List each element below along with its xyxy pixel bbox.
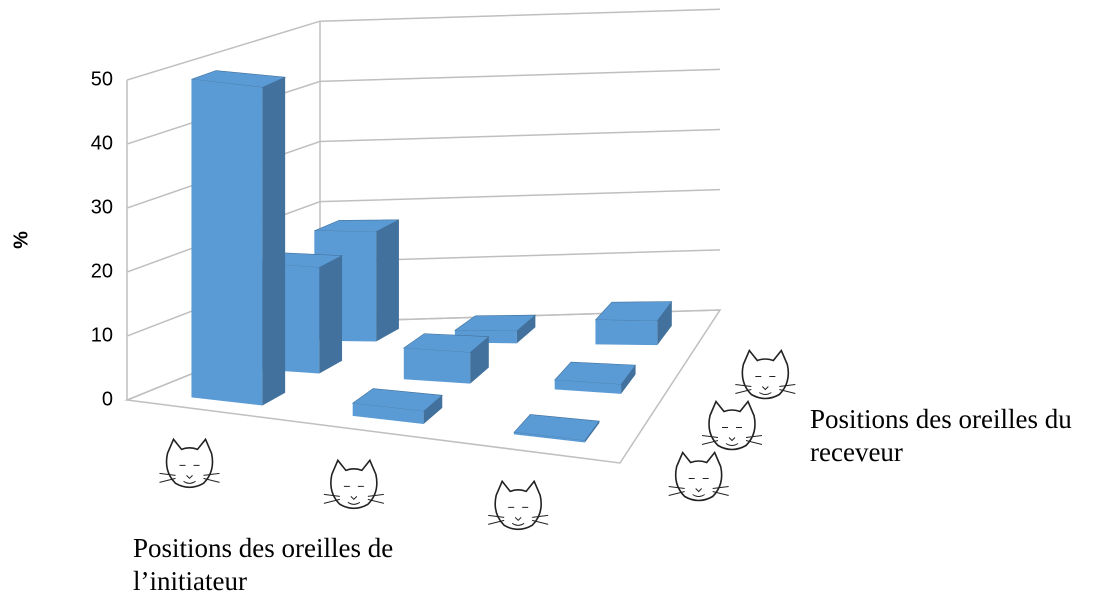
cat-head (330, 458, 378, 510)
category-icon (735, 348, 796, 400)
bar-front (191, 79, 263, 406)
bar-side (376, 219, 399, 342)
x-axis-label: Positions des oreilles de l’initiateur (133, 533, 394, 596)
category-icon (159, 437, 220, 489)
cat-face (735, 376, 796, 395)
cat-face (488, 506, 549, 526)
bar (351, 388, 443, 425)
grid-line (126, 8, 721, 81)
category-icon (488, 479, 549, 531)
cat-face (159, 464, 220, 484)
bar-side (516, 315, 536, 344)
bar-side (470, 336, 489, 384)
cat-head (708, 399, 756, 451)
bar-front (352, 403, 424, 425)
y-tick-label: 50 (91, 68, 113, 90)
y-tick-label: 10 (91, 324, 113, 346)
category-icon (701, 399, 763, 451)
bar-side (262, 77, 286, 406)
cat-head (741, 348, 790, 400)
bar-front (595, 319, 658, 346)
cat-head (674, 450, 723, 502)
bar-side (621, 365, 636, 394)
bar-side (423, 395, 443, 425)
y-tick-label: 20 (91, 260, 113, 282)
bar-top (513, 414, 600, 441)
cat-face (668, 478, 729, 497)
bar (513, 414, 600, 443)
bar-front (513, 432, 585, 443)
bar-side (657, 301, 672, 346)
bar (594, 301, 673, 346)
category-icon (668, 450, 729, 502)
bar-front (403, 348, 471, 384)
z-axis-label: Positions des oreilles du receveur (810, 404, 1072, 467)
bar-front (554, 380, 622, 394)
bar (191, 70, 287, 406)
cat-head (494, 479, 542, 531)
cat-face (701, 427, 763, 446)
bar-side (584, 421, 600, 443)
y-tick-label: 30 (91, 196, 113, 218)
category-icon (323, 458, 384, 510)
y-tick-label: 40 (91, 132, 113, 154)
bar (554, 361, 637, 394)
cat-face (323, 485, 384, 505)
y-axis-label: % (10, 231, 32, 249)
cat-head (165, 437, 214, 489)
y-tick-label: 0 (102, 388, 113, 410)
bar-side (319, 255, 343, 374)
bar (402, 333, 490, 384)
